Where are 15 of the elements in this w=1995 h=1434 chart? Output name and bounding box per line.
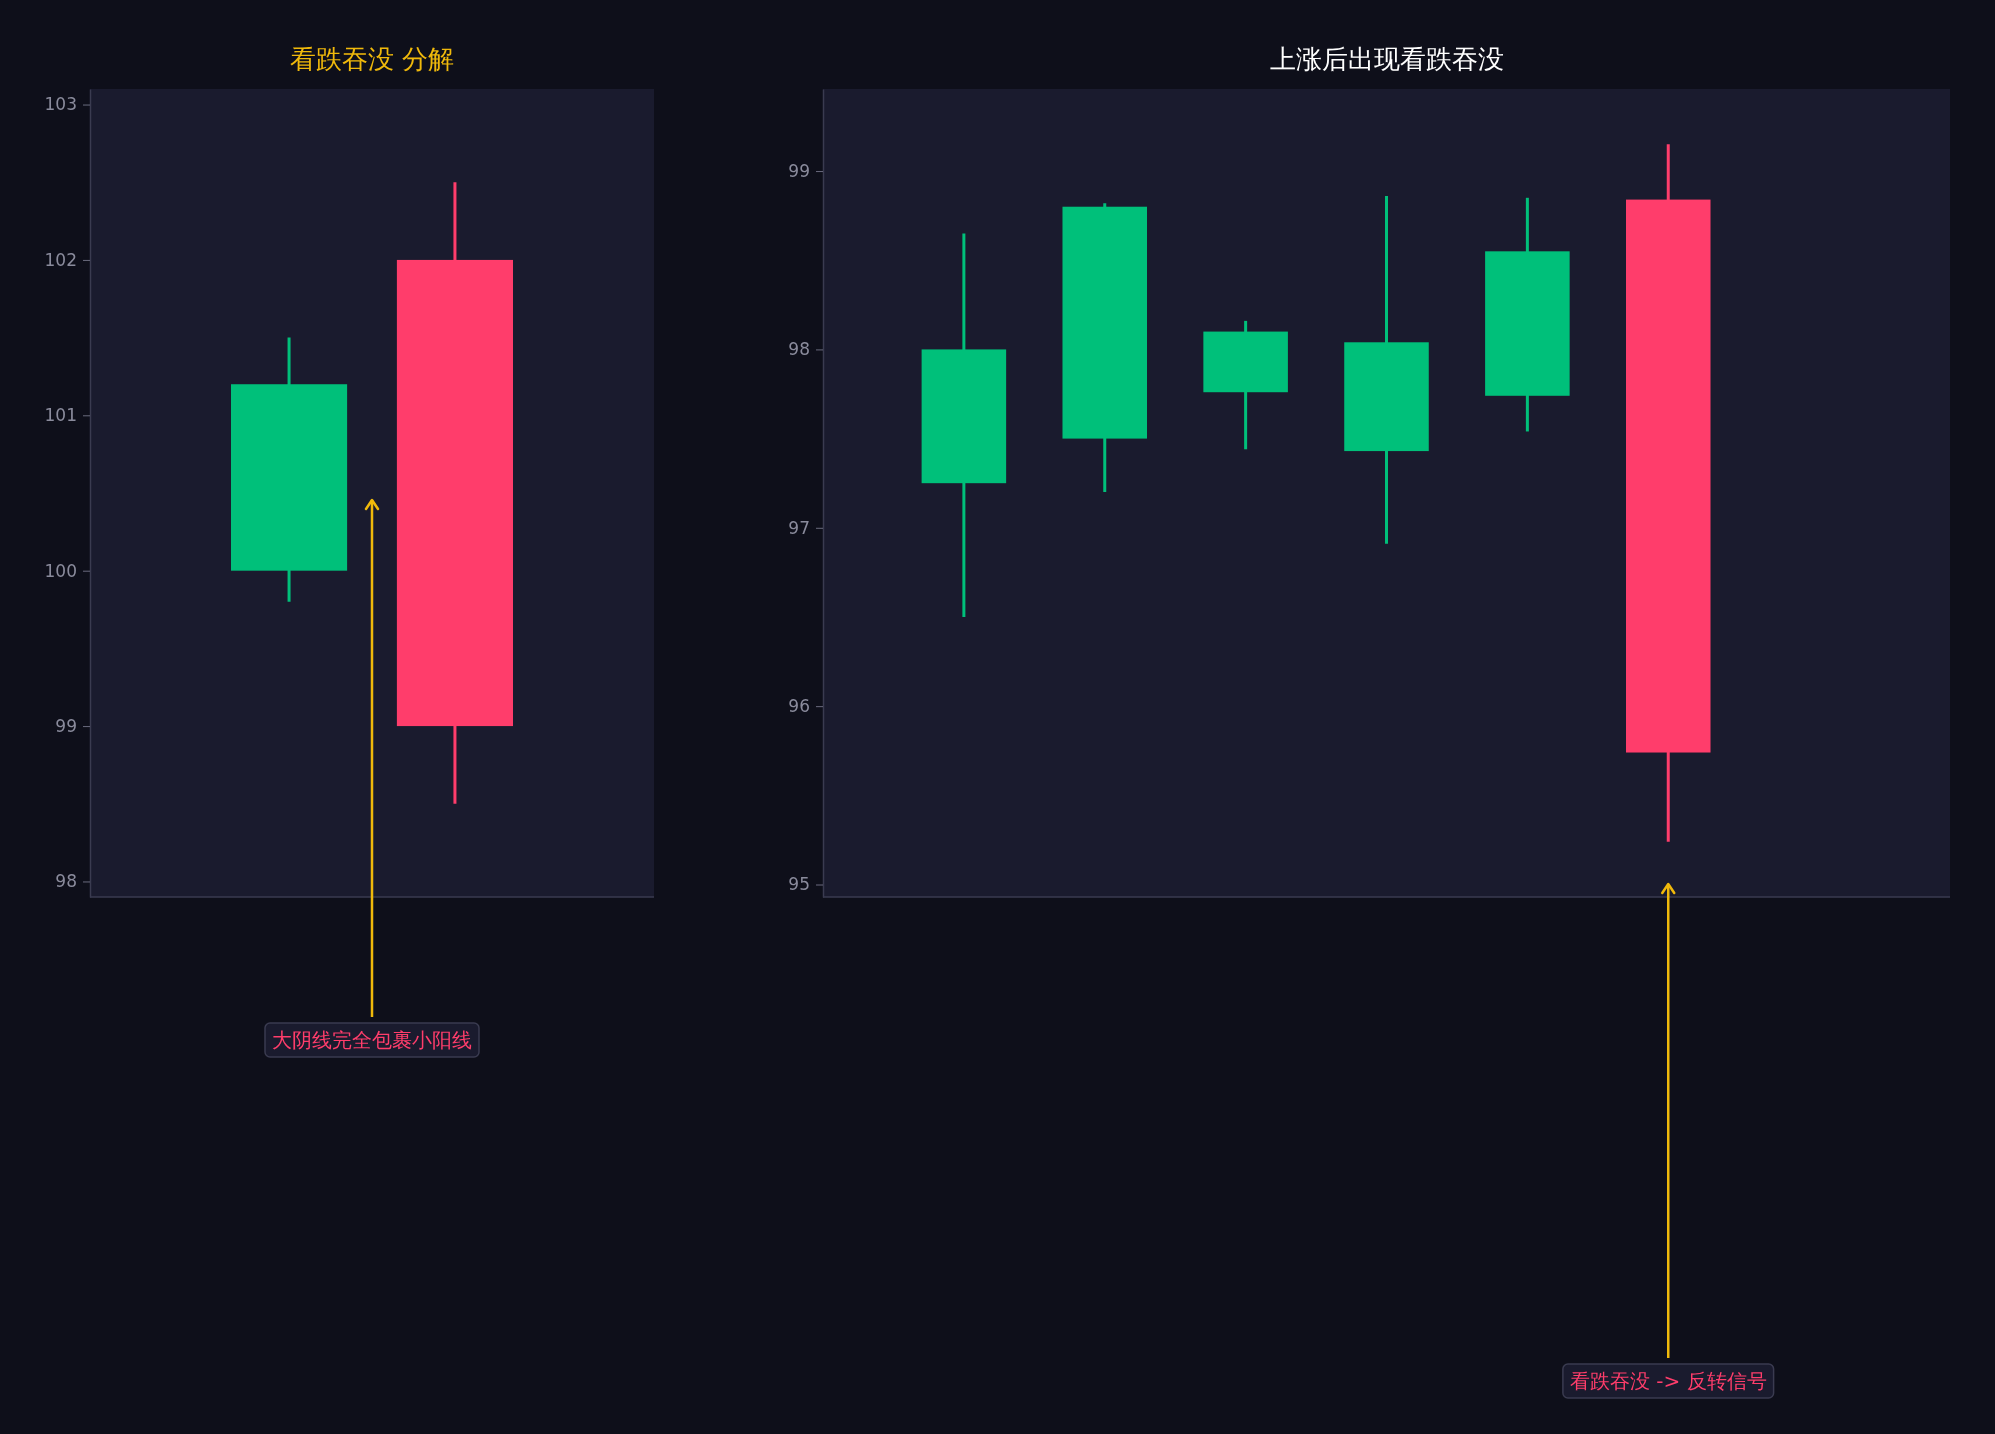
y-tick-label: 101: [44, 405, 77, 426]
chart-title: 上涨后出现看跌吞没: [1269, 44, 1504, 74]
chart-title: 看跌吞没 分解: [289, 44, 455, 74]
text: 看跌吞没 -> 反转信号: [1569, 1369, 1767, 1393]
y-tick-label: 98: [55, 871, 77, 892]
text: 大阴线完全包裹小阳线: [272, 1028, 472, 1052]
y-tick-label: 103: [44, 94, 77, 115]
y-tick-label: 97: [788, 517, 810, 538]
y-tick-label: 96: [788, 696, 810, 717]
y-tick-label: 98: [788, 339, 810, 360]
y-tick-label: 99: [788, 160, 810, 181]
y-tick-label: 99: [55, 716, 77, 737]
y-tick-label: 102: [44, 249, 77, 270]
y-tick-label: 95: [788, 874, 810, 895]
y-tick-label: 100: [44, 560, 77, 581]
